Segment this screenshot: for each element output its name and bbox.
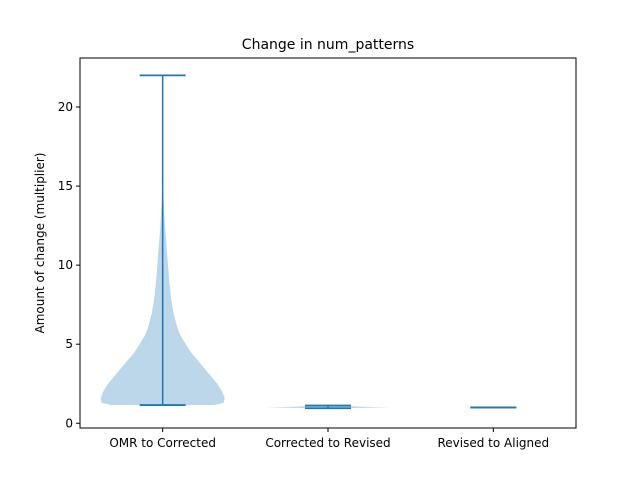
y-axis-ticks: 0 5 10 15 20 — [58, 100, 80, 430]
y-tick-label: 0 — [65, 416, 73, 430]
y-tick-label: 5 — [65, 337, 73, 351]
chart-title: Change in num_patterns — [242, 37, 414, 53]
x-tick-label: Corrected to Revised — [265, 436, 390, 450]
y-tick-label: 15 — [58, 179, 73, 193]
x-tick-label: OMR to Corrected — [109, 436, 216, 450]
y-tick-label: 10 — [58, 258, 73, 272]
y-tick-label: 20 — [58, 100, 73, 114]
y-axis-label: Amount of change (multiplier) — [33, 153, 47, 334]
x-axis-ticks: OMR to Corrected Corrected to Revised Revi… — [109, 428, 549, 450]
violins-group — [100, 74, 517, 410]
plot-area-frame — [79, 57, 577, 429]
x-tick-label: Revised to Aligned — [438, 436, 550, 450]
